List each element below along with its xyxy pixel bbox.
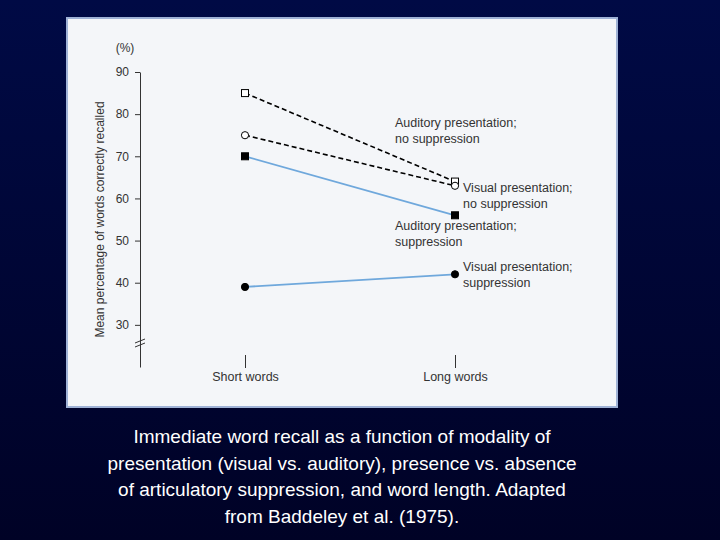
series-marker xyxy=(242,90,249,97)
y-tick-label: 90 xyxy=(116,65,130,79)
y-tick-mark xyxy=(135,156,140,157)
caption: Immediate word recall as a function of m… xyxy=(108,426,577,527)
y-axis-title: Mean percentage of words correctly recal… xyxy=(93,101,107,337)
axis-break xyxy=(135,339,145,347)
y-tick-mark xyxy=(135,198,140,199)
series-label: Auditory presentation;suppression xyxy=(395,219,517,249)
x-tick-mark xyxy=(245,355,246,368)
y-axis: 30 40 50 60 70 80 90 xyxy=(116,65,141,367)
x-tick-label: Long words xyxy=(423,370,488,384)
series-label: Auditory presentation;no suppression xyxy=(395,116,517,146)
y-tick: 50 xyxy=(116,234,140,248)
series-label: Visual presentation;suppression xyxy=(463,260,573,290)
series-label: Visual presentation;no suppression xyxy=(463,181,573,211)
caption-line: presentation (visual vs. auditory), pres… xyxy=(108,453,577,474)
series-line xyxy=(245,274,455,287)
y-tick-label: 30 xyxy=(116,318,130,332)
caption-line: of articulatory suppression, and word le… xyxy=(118,479,566,500)
y-tick: 90 xyxy=(116,65,140,79)
y-tick-mark xyxy=(135,283,140,284)
x-axis: Short words Long words xyxy=(212,355,488,384)
y-tick: 70 xyxy=(116,150,140,164)
y-tick-mark xyxy=(135,114,140,115)
y-tick: 40 xyxy=(116,276,140,290)
y-unit: (%) xyxy=(116,41,135,55)
y-tick-label: 80 xyxy=(116,107,130,121)
y-tick: 30 xyxy=(116,318,140,332)
y-tick-mark xyxy=(135,325,140,326)
y-tick-label: 60 xyxy=(116,192,130,206)
background xyxy=(0,0,720,540)
y-tick: 80 xyxy=(116,107,140,121)
y-tick-mark xyxy=(135,241,140,242)
caption-line: Immediate word recall as a function of m… xyxy=(133,426,551,447)
axis-break-mark xyxy=(135,339,145,343)
y-tick-label: 70 xyxy=(116,150,130,164)
series-marker xyxy=(451,271,458,278)
x-tick: Long words xyxy=(423,355,488,384)
caption-line: from Baddeley et al. (1975). xyxy=(225,506,459,527)
series-marker xyxy=(241,283,248,290)
y-tick-label: 50 xyxy=(116,234,130,248)
x-tick-label: Short words xyxy=(212,370,279,384)
slide: 30 40 50 60 70 80 90 (%) Mean percentage of word… xyxy=(0,0,720,540)
y-tick-label: 40 xyxy=(116,276,130,290)
x-tick: Short words xyxy=(212,355,279,384)
chart-panel xyxy=(67,18,617,407)
y-tick-mark xyxy=(135,72,140,73)
series-marker xyxy=(452,212,459,219)
y-tick: 60 xyxy=(116,192,140,206)
x-tick-mark xyxy=(455,355,456,368)
series-marker xyxy=(451,182,458,189)
series-line xyxy=(245,156,455,215)
series-marker xyxy=(242,153,249,160)
axis-break-mark xyxy=(135,343,145,347)
series-marker xyxy=(241,132,248,139)
y-axis-line xyxy=(140,73,141,368)
